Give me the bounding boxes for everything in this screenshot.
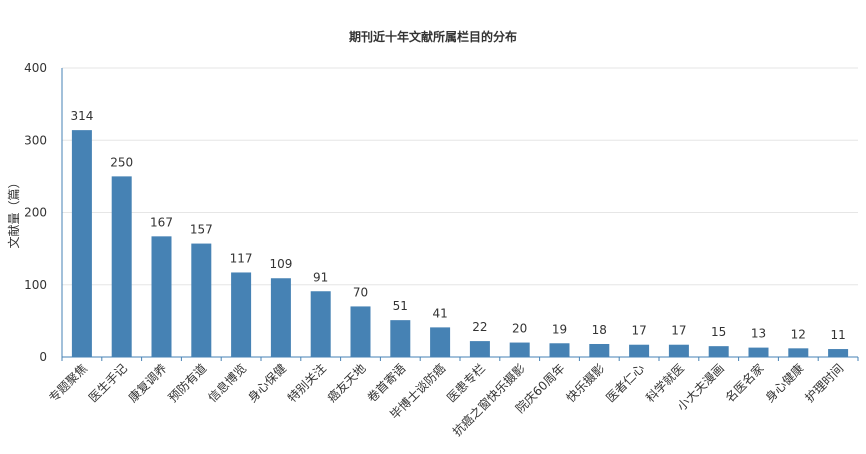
bar[interactable] [509,342,530,357]
x-tick-label: 医生手记 [86,361,130,405]
x-tick-label: 身心保健 [244,361,289,406]
data-label: 109 [269,257,292,271]
bar[interactable] [549,343,570,357]
data-label: 15 [711,325,726,339]
bar[interactable] [788,348,809,357]
data-label: 41 [432,306,447,320]
data-label: 51 [393,299,408,313]
data-label: 250 [110,155,133,169]
bar[interactable] [708,346,729,357]
y-tick-label: 100 [24,278,47,292]
data-label: 22 [472,320,487,334]
bar[interactable] [430,327,451,357]
x-tick-label: 康复调养 [125,361,170,406]
bar[interactable] [748,347,769,357]
data-label: 157 [190,223,213,237]
bar[interactable] [111,176,132,357]
chart-title: 期刊近十年文献所属栏目的分布 [348,30,517,44]
data-label: 117 [230,251,253,265]
data-label: 19 [552,322,567,336]
data-label: 17 [671,324,686,338]
data-label: 11 [830,328,845,342]
x-tick-label: 抗癌之窗快乐摄影 [449,361,527,439]
data-label: 13 [751,327,766,341]
data-label: 70 [353,285,368,299]
bar[interactable] [151,236,172,357]
y-tick-label: 200 [24,206,47,220]
x-tick-label: 癌友天地 [324,361,369,406]
x-tick-label: 身心健康 [762,361,807,406]
y-axis-label: 文献量（篇） [6,176,21,248]
x-tick-label: 专题聚焦 [45,361,90,406]
data-label: 314 [70,109,93,123]
bar[interactable] [231,272,252,357]
data-label: 18 [592,323,607,337]
y-tick-label: 300 [24,133,47,147]
data-label: 12 [791,327,806,341]
bar[interactable] [629,344,650,357]
x-tick-label: 特别关注 [284,361,329,406]
axes [61,68,859,361]
data-label: 17 [631,324,646,338]
data-label: 91 [313,270,328,284]
bar[interactable] [71,130,92,357]
bar[interactable] [350,306,371,357]
x-tick-label: 信息博览 [205,361,250,406]
gridlines [62,67,858,286]
y-tick-label: 400 [24,61,47,75]
bar[interactable] [469,341,490,357]
bar[interactable] [270,278,291,357]
y-tick-label: 0 [39,350,47,364]
data-label: 167 [150,215,173,229]
x-tick-label: 预防有道 [165,361,210,406]
bars [71,130,849,357]
x-tick-label: 名医名家 [722,361,767,406]
bar[interactable] [310,291,331,357]
labels: 0 100 200 300 400 314 专题聚焦 250 医生手记 167 康复调养 157 预防有… [24,61,846,439]
bar[interactable] [589,343,610,357]
x-tick-label: 医者仁心 [603,361,647,405]
bar[interactable] [668,344,689,357]
bar[interactable] [191,243,212,357]
x-tick-label: 快乐摄影 [563,361,608,406]
data-label: 20 [512,322,527,336]
x-tick-label: 护理时间 [802,361,846,405]
bar[interactable] [390,320,411,357]
bar[interactable] [828,349,849,357]
